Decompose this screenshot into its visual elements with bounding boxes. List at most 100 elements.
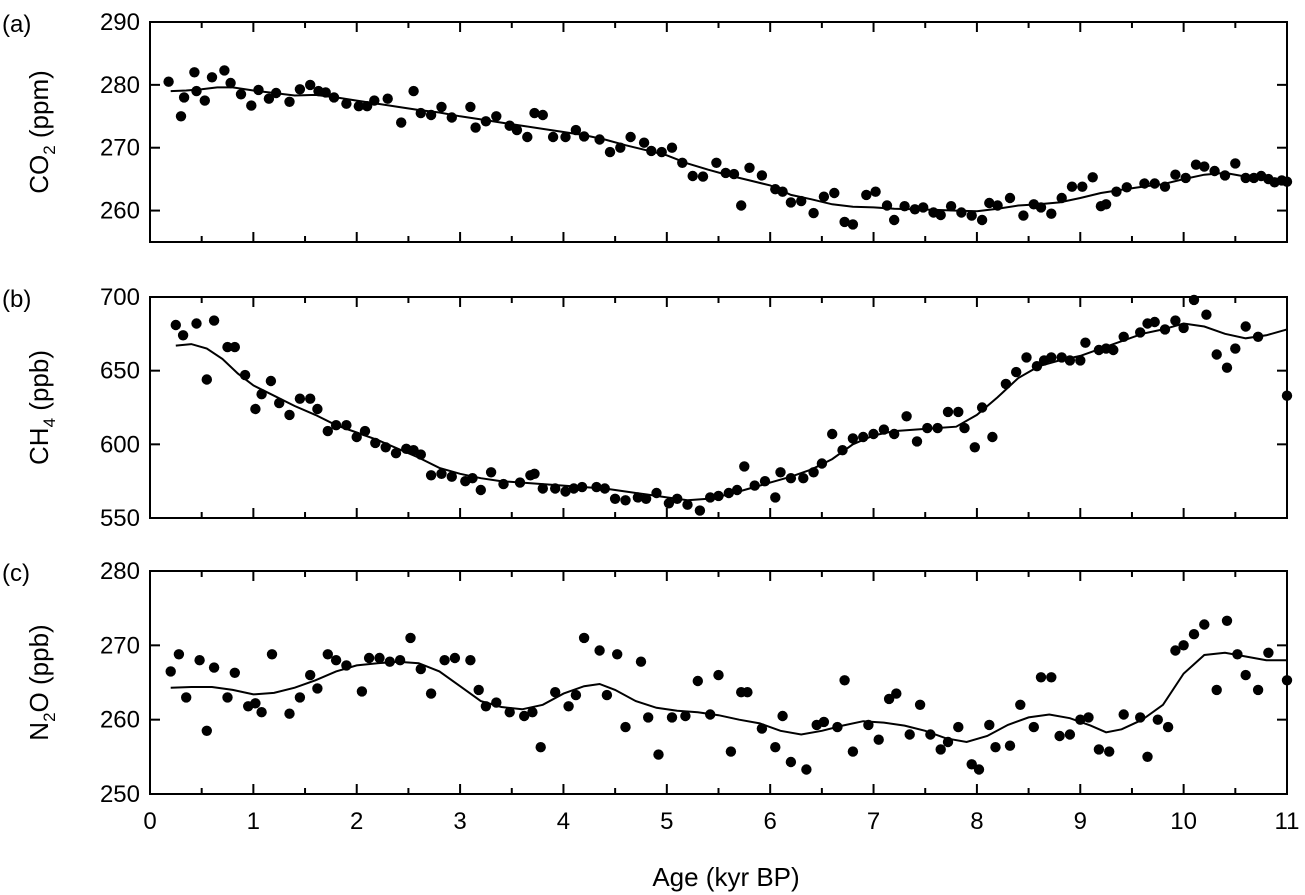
panel-n2o: (c) 250 260 270 280 N2O (ppb) bbox=[2, 558, 1293, 808]
y-label-sub-n2o: 2 bbox=[40, 712, 59, 721]
data-point-ch4 bbox=[942, 406, 954, 418]
data-point-co2 bbox=[189, 67, 200, 78]
data-point-n2o bbox=[914, 699, 926, 710]
smoothed-line-co2 bbox=[170, 86, 1288, 213]
y-tick-label-ch4: 650 bbox=[100, 358, 140, 385]
data-point-co2 bbox=[1077, 181, 1088, 192]
data-point-ch4 bbox=[537, 483, 548, 494]
y-tick-label-ch4: 600 bbox=[100, 431, 140, 458]
data-point-n2o bbox=[550, 687, 561, 698]
data-point-n2o bbox=[680, 710, 691, 722]
data-point-n2o bbox=[818, 716, 830, 728]
data-point-co2 bbox=[537, 109, 548, 121]
data-point-ch4 bbox=[1080, 337, 1091, 348]
data-point-n2o bbox=[891, 688, 902, 699]
data-point-co2 bbox=[294, 84, 306, 95]
data-point-ch4 bbox=[620, 495, 631, 506]
data-point-n2o bbox=[173, 649, 185, 660]
data-point-ch4 bbox=[739, 461, 750, 472]
data-point-ch4 bbox=[663, 498, 675, 509]
data-point-n2o bbox=[1162, 721, 1174, 733]
panel-ch4: (b) 550 600 650 700 CH4 (ppb) bbox=[2, 284, 1293, 532]
data-point-co2 bbox=[522, 131, 533, 143]
data-point-co2 bbox=[1170, 169, 1181, 180]
data-point-n2o bbox=[1263, 647, 1274, 658]
data-point-ch4 bbox=[177, 330, 189, 341]
data-point-n2o bbox=[356, 686, 368, 697]
data-point-ch4 bbox=[1230, 343, 1241, 354]
data-point-co2 bbox=[1230, 158, 1241, 169]
data-point-n2o bbox=[330, 655, 342, 666]
y-tick-label-n2o: 270 bbox=[100, 632, 140, 659]
data-point-n2o bbox=[785, 756, 797, 768]
data-point-ch4 bbox=[1021, 352, 1032, 363]
x-tick-label: 11 bbox=[1275, 808, 1300, 835]
data-point-n2o bbox=[973, 764, 985, 775]
data-point-n2o bbox=[953, 721, 964, 733]
data-point-ch4 bbox=[976, 402, 988, 413]
data-point-n2o bbox=[643, 712, 654, 723]
data-point-n2o bbox=[1118, 709, 1129, 720]
data-point-n2o bbox=[405, 632, 416, 644]
x-tick-label: 5 bbox=[660, 808, 673, 835]
data-point-co2 bbox=[839, 216, 850, 228]
data-point-n2o bbox=[1104, 746, 1115, 757]
data-point-n2o bbox=[1028, 721, 1040, 733]
data-point-n2o bbox=[904, 729, 915, 740]
data-point-ch4 bbox=[798, 473, 809, 484]
y-tick-label-n2o: 280 bbox=[100, 558, 140, 585]
data-point-n2o bbox=[305, 669, 316, 681]
data-point-co2 bbox=[470, 122, 481, 133]
data-point-n2o bbox=[570, 689, 582, 701]
data-point-n2o bbox=[312, 683, 323, 694]
data-point-ch4 bbox=[827, 428, 838, 440]
data-point-ch4 bbox=[208, 315, 220, 326]
data-point-ch4 bbox=[284, 409, 295, 421]
data-point-ch4 bbox=[425, 470, 437, 481]
data-point-co2 bbox=[918, 202, 929, 213]
data-point-ch4 bbox=[1221, 362, 1233, 373]
data-point-n2o bbox=[990, 742, 1001, 753]
data-point-co2 bbox=[284, 96, 295, 108]
data-point-co2 bbox=[861, 189, 872, 201]
data-point-co2 bbox=[225, 77, 236, 89]
data-point-ch4 bbox=[229, 341, 240, 353]
data-point-co2 bbox=[465, 101, 476, 113]
data-point-ch4 bbox=[191, 318, 202, 329]
data-point-n2o bbox=[535, 742, 546, 753]
data-point-co2 bbox=[436, 101, 447, 113]
data-point-co2 bbox=[976, 214, 988, 226]
data-point-n2o bbox=[1046, 672, 1057, 683]
data-point-co2 bbox=[361, 101, 373, 112]
data-point-co2 bbox=[604, 146, 616, 158]
data-point-ch4 bbox=[485, 467, 497, 478]
plot-frame-co2 bbox=[149, 21, 1288, 243]
data-point-co2 bbox=[818, 191, 830, 202]
data-point-n2o bbox=[847, 746, 859, 757]
data-point-co2 bbox=[847, 219, 859, 230]
data-point-co2 bbox=[199, 95, 210, 106]
data-point-n2o bbox=[1211, 684, 1222, 696]
y-label-main-n2o: N bbox=[24, 722, 54, 741]
x-tick-label: 4 bbox=[557, 808, 570, 835]
panel-label-n2o: (c) bbox=[2, 560, 30, 587]
y-tick-label-co2: 280 bbox=[100, 72, 140, 99]
data-point-co2 bbox=[687, 170, 698, 182]
data-point-n2o bbox=[363, 652, 375, 664]
data-point-n2o bbox=[1240, 669, 1251, 681]
data-point-n2o bbox=[465, 655, 476, 666]
y-tick-label-n2o: 260 bbox=[100, 707, 140, 734]
data-point-n2o bbox=[1083, 712, 1094, 723]
data-point-ch4 bbox=[911, 436, 923, 447]
data-point-co2 bbox=[1087, 172, 1098, 183]
data-point-co2 bbox=[638, 137, 650, 148]
data-point-n2o bbox=[1281, 675, 1293, 686]
x-tick-label: 2 bbox=[350, 808, 363, 835]
data-point-n2o bbox=[1221, 615, 1233, 626]
data-point-n2o bbox=[504, 707, 515, 718]
data-point-n2o bbox=[612, 649, 623, 660]
data-point-co2 bbox=[382, 93, 393, 104]
data-point-n2o bbox=[1178, 640, 1189, 651]
data-point-ch4 bbox=[201, 374, 212, 385]
